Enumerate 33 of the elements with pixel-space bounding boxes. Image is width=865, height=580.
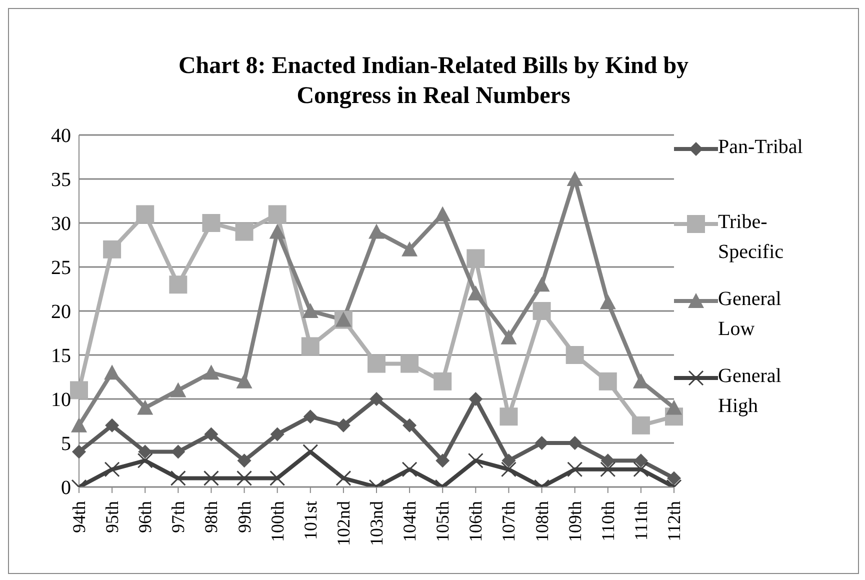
x-tick-label: 108th xyxy=(532,501,552,542)
x-tick-label: 109th xyxy=(564,501,585,542)
legend-label: Pan-Tribal xyxy=(718,135,804,160)
x-tick-label: 106th xyxy=(466,501,486,542)
y-tick-label: 25 xyxy=(51,257,71,280)
y-tick-label: 0 xyxy=(61,477,71,500)
x-tick-label: 98th xyxy=(201,501,222,534)
x-tick-label: 105th xyxy=(432,501,453,542)
x-tick-label: 97th xyxy=(168,501,188,534)
x-tick-label: 104th xyxy=(400,501,420,542)
y-tick-label: 5 xyxy=(61,433,71,456)
x-tick-label: 107th xyxy=(498,501,519,542)
y-tick-label: 35 xyxy=(51,169,71,192)
x-tick-label: 112th xyxy=(664,501,684,542)
x-tick-label: 110th xyxy=(598,501,618,542)
chart-title: Chart 8: Enacted Indian-Related Bills by Kind by Congress in Real Numbers xyxy=(177,52,690,111)
x-tick-label: 99th xyxy=(234,501,254,534)
legend-label: General Low xyxy=(718,287,782,342)
x-tick-label: 102nd xyxy=(333,501,354,546)
x-tick-label: 100th xyxy=(267,501,288,542)
y-tick-label: 30 xyxy=(51,213,71,236)
x-tick-label: 101st xyxy=(300,501,320,540)
y-tick-label: 40 xyxy=(51,125,71,148)
y-tick-label: 10 xyxy=(51,389,71,412)
legend-label: General High xyxy=(718,364,782,419)
y-tick-label: 20 xyxy=(51,301,71,324)
x-tick-label: 111th xyxy=(630,501,651,541)
x-tick-label: 95th xyxy=(102,501,122,534)
legend-label: Tribe-Specific xyxy=(718,210,785,265)
x-tick-label: 103nd xyxy=(366,501,386,546)
x-tick-label: 94th xyxy=(69,501,89,534)
x-tick-label: 96th xyxy=(135,501,156,534)
y-tick-label: 15 xyxy=(51,345,71,368)
